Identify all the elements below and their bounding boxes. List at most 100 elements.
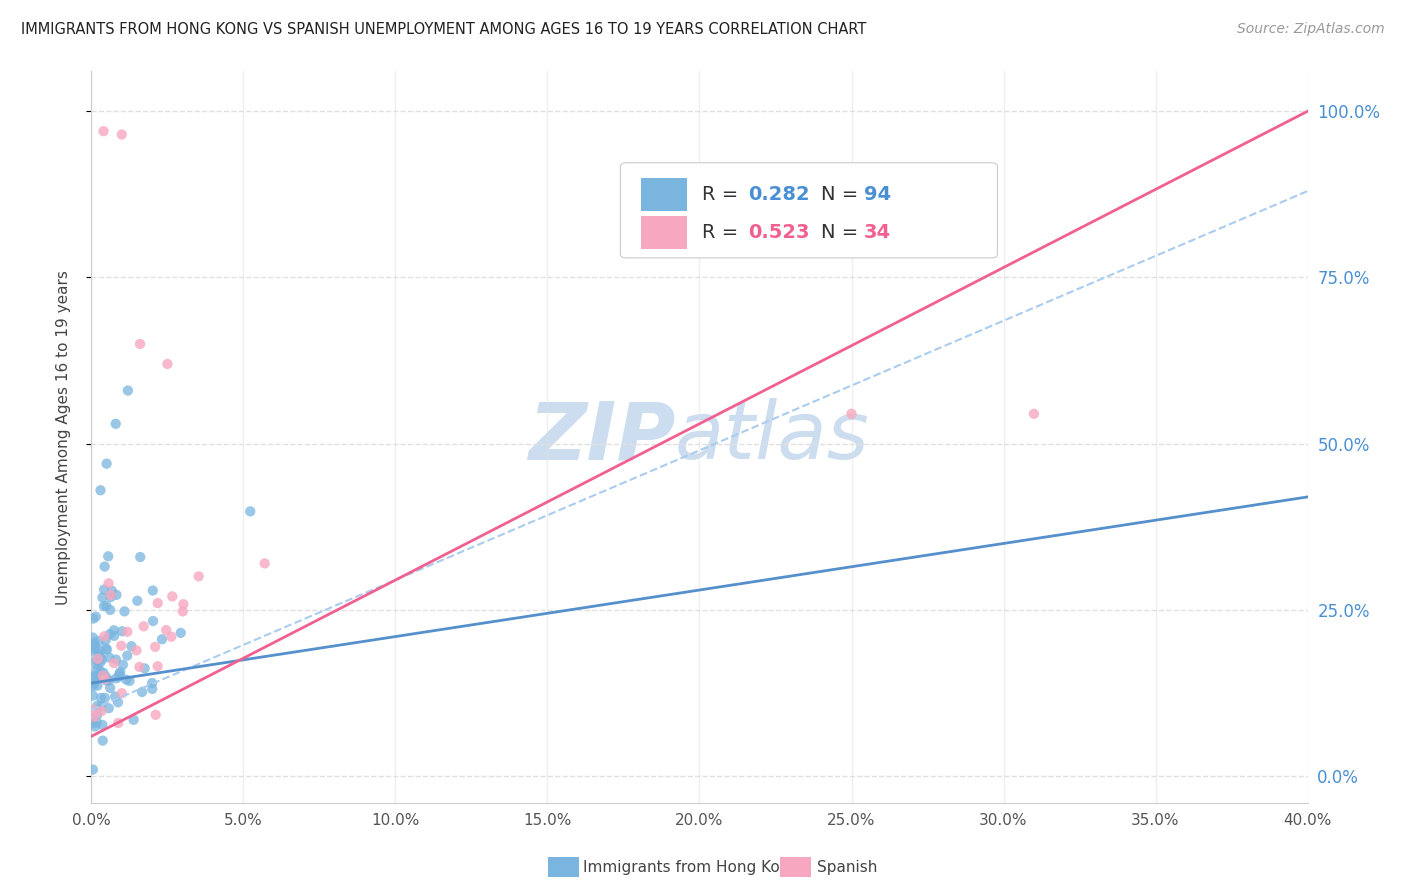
- Point: [129, 337, 152, 351]
- Point: [83, 635, 105, 649]
- Point: [83, 671, 105, 685]
- Point: [90, 699, 112, 714]
- Point: [96, 457, 118, 471]
- Point: [82, 716, 104, 731]
- Point: [91, 591, 114, 605]
- Point: [83, 639, 105, 653]
- Point: [108, 669, 131, 683]
- Point: [105, 588, 128, 602]
- Point: [107, 695, 129, 709]
- Point: [90, 690, 112, 705]
- Point: [82, 641, 104, 656]
- Point: [86, 663, 108, 677]
- Point: [97, 701, 120, 715]
- Point: [93, 665, 115, 680]
- Point: [97, 549, 120, 564]
- Point: [105, 652, 128, 666]
- Point: [150, 632, 173, 647]
- Point: [87, 653, 110, 667]
- Point: [100, 588, 122, 602]
- Text: N =: N =: [821, 223, 865, 242]
- Point: [142, 614, 165, 628]
- Point: [87, 652, 110, 666]
- Point: [91, 733, 114, 747]
- Point: [91, 668, 114, 682]
- Point: [83, 703, 105, 717]
- Point: [86, 708, 108, 723]
- Point: [94, 633, 117, 648]
- Point: [87, 634, 110, 648]
- Text: ZIP: ZIP: [527, 398, 675, 476]
- Text: 0.282: 0.282: [748, 185, 810, 204]
- Point: [83, 677, 105, 691]
- Point: [100, 590, 122, 604]
- Point: [155, 623, 177, 637]
- Point: [104, 690, 127, 704]
- Point: [93, 582, 115, 597]
- Point: [94, 670, 117, 684]
- Y-axis label: Unemployment Among Ages 16 to 19 years: Unemployment Among Ages 16 to 19 years: [56, 269, 70, 605]
- Point: [94, 690, 117, 705]
- Point: [131, 685, 153, 699]
- Point: [141, 676, 163, 690]
- Point: [156, 357, 179, 371]
- Point: [89, 648, 111, 663]
- Point: [117, 384, 139, 398]
- Point: [141, 681, 163, 696]
- Point: [145, 707, 167, 722]
- Text: R =: R =: [702, 185, 744, 204]
- Point: [84, 609, 107, 624]
- Point: [94, 641, 117, 656]
- Point: [104, 417, 127, 431]
- Text: 34: 34: [863, 223, 891, 242]
- Point: [96, 673, 118, 688]
- Point: [86, 679, 108, 693]
- Point: [83, 640, 105, 655]
- Point: [89, 656, 111, 670]
- Point: [89, 644, 111, 658]
- Point: [110, 665, 132, 679]
- Text: IMMIGRANTS FROM HONG KONG VS SPANISH UNEMPLOYMENT AMONG AGES 16 TO 19 YEARS CORR: IMMIGRANTS FROM HONG KONG VS SPANISH UNE…: [21, 22, 866, 37]
- Point: [162, 590, 184, 604]
- Point: [89, 669, 111, 683]
- Point: [89, 664, 111, 678]
- Point: [239, 504, 262, 518]
- Point: [105, 671, 128, 685]
- Point: [86, 715, 108, 730]
- Point: [98, 673, 121, 688]
- Text: 0.523: 0.523: [748, 223, 810, 242]
- Point: [125, 643, 148, 657]
- FancyBboxPatch shape: [620, 163, 997, 258]
- Point: [90, 652, 112, 666]
- Point: [82, 689, 104, 703]
- Point: [83, 710, 105, 724]
- Point: [146, 596, 169, 610]
- Point: [117, 648, 139, 663]
- Point: [118, 673, 141, 688]
- Point: [101, 583, 124, 598]
- Text: N =: N =: [821, 185, 865, 204]
- Point: [122, 713, 145, 727]
- Point: [117, 624, 139, 639]
- Point: [98, 603, 121, 617]
- Point: [93, 599, 115, 613]
- Point: [91, 718, 114, 732]
- Point: [108, 667, 131, 681]
- Point: [111, 686, 134, 700]
- Text: R =: R =: [702, 223, 744, 242]
- Point: [90, 704, 112, 718]
- Point: [82, 669, 104, 683]
- Point: [103, 624, 125, 638]
- Point: [103, 656, 125, 670]
- Point: [142, 583, 165, 598]
- Point: [93, 559, 115, 574]
- Point: [127, 593, 149, 607]
- Point: [143, 640, 166, 654]
- Point: [87, 648, 110, 662]
- Point: [128, 660, 150, 674]
- Point: [103, 629, 125, 643]
- Point: [172, 604, 194, 618]
- Point: [96, 642, 118, 657]
- Point: [111, 624, 134, 639]
- Point: [82, 644, 104, 658]
